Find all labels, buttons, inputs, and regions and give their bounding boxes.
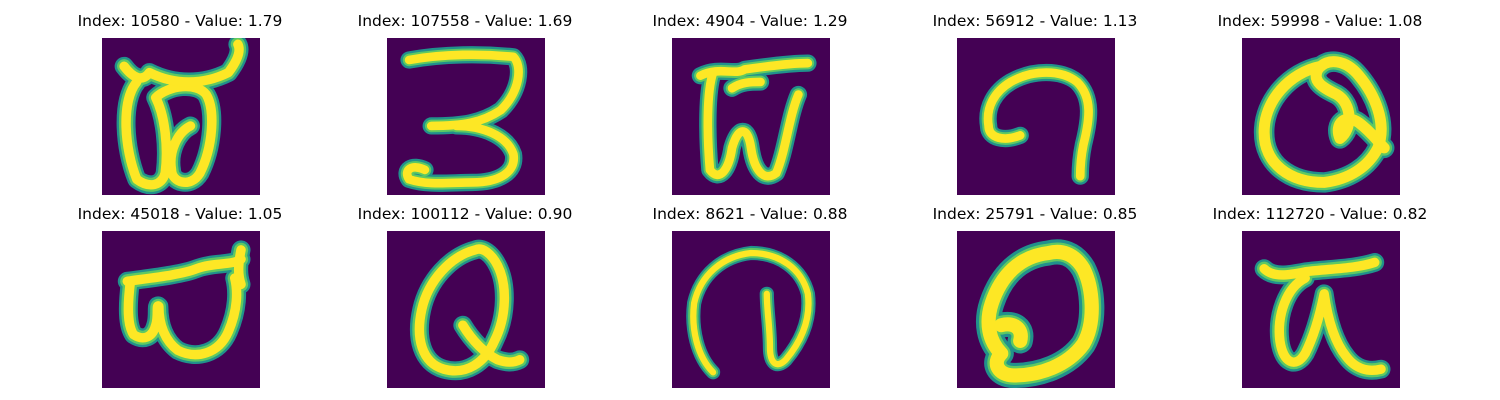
- panel-4: Index: 56912 - Value: 1.13: [895, 10, 1175, 195]
- panel-2: Index: 107558 - Value: 1.69: [325, 10, 605, 195]
- panel-7: Index: 100112 - Value: 0.90: [325, 203, 605, 388]
- panel-9: Index: 25791 - Value: 0.85: [895, 203, 1175, 388]
- panel-title: Index: 8621 - Value: 0.88: [652, 205, 848, 223]
- panel-title: Index: 112720 - Value: 0.82: [1212, 205, 1428, 223]
- panel-title: Index: 56912 - Value: 1.13: [932, 12, 1138, 30]
- panel-5: Index: 59998 - Value: 1.08: [1180, 10, 1460, 195]
- glyph-image: [102, 231, 260, 388]
- glyph-image: [1242, 231, 1400, 388]
- glyph-image: [387, 231, 545, 388]
- panel-title: Index: 4904 - Value: 1.29: [652, 12, 848, 30]
- panel-10: Index: 112720 - Value: 0.82: [1180, 203, 1460, 388]
- panel-title: Index: 100112 - Value: 0.90: [357, 205, 573, 223]
- panel-title: Index: 59998 - Value: 1.08: [1217, 12, 1423, 30]
- panel-1: Index: 10580 - Value: 1.79: [40, 10, 320, 195]
- panel-8: Index: 8621 - Value: 0.88: [610, 203, 890, 388]
- panel-title: Index: 107558 - Value: 1.69: [357, 12, 573, 30]
- panel-title: Index: 45018 - Value: 1.05: [77, 205, 283, 223]
- glyph-image: [1242, 38, 1400, 195]
- glyph-image: [957, 231, 1115, 388]
- panel-title: Index: 10580 - Value: 1.79: [77, 12, 283, 30]
- glyph-image: [102, 38, 260, 195]
- panel-title: Index: 25791 - Value: 0.85: [932, 205, 1138, 223]
- glyph-image: [957, 38, 1115, 195]
- glyph-image: [672, 38, 830, 195]
- glyph-image: [672, 231, 830, 388]
- glyph-image: [387, 38, 545, 195]
- panel-6: Index: 45018 - Value: 1.05: [40, 203, 320, 388]
- panel-3: Index: 4904 - Value: 1.29: [610, 10, 890, 195]
